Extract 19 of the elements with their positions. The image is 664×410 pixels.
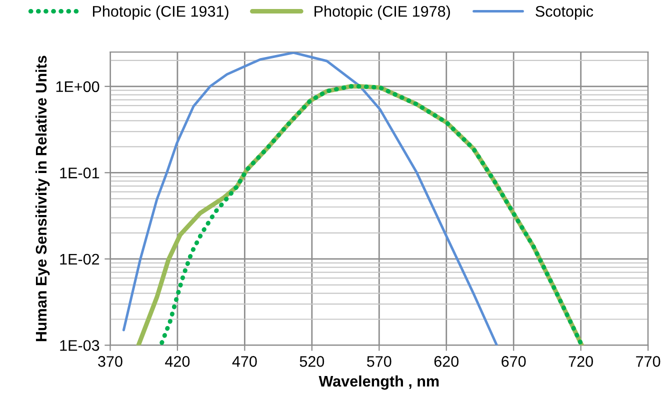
line-series	[122, 52, 498, 346]
x-tick-label: 620	[434, 356, 459, 367]
y-tick-label: 1E+00	[56, 81, 100, 92]
x-tick-label: 720	[568, 356, 593, 367]
x-tick-label: 420	[165, 356, 190, 367]
legend-label: Scotopic	[536, 6, 594, 20]
y-tick-label: 1E-01	[60, 168, 100, 178]
x-tick-label: 570	[367, 356, 392, 367]
legend-label: Photopic (CIE 1931)	[92, 6, 228, 20]
x-axis-title: Wavelength , nm	[318, 375, 439, 390]
legend-label: Photopic (CIE 1978)	[314, 6, 450, 20]
x-tick-label: 370	[98, 356, 122, 367]
x-tick-label: 470	[232, 356, 257, 367]
y-tick-label: 1E-02	[60, 254, 100, 265]
y-tick-label: 1E-03	[60, 340, 100, 351]
x-tick-label: 770	[636, 356, 660, 367]
x-tick-label: 670	[502, 356, 526, 367]
x-tick-label: 520	[300, 356, 324, 367]
y-axis-title: Human Eye Sensitivity in Relative Units	[35, 56, 50, 342]
